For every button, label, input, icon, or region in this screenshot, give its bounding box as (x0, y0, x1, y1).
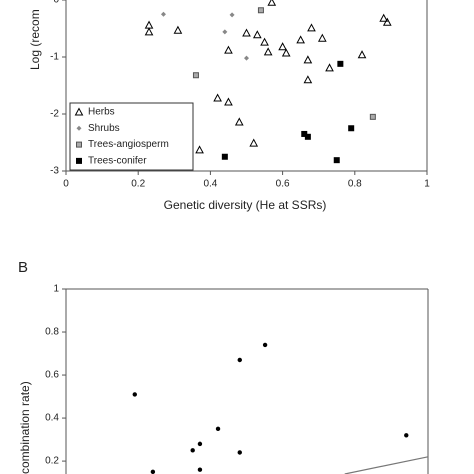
y-tick-label: 0.2 (45, 456, 59, 467)
y-tick-label: -1 (50, 52, 59, 63)
point (263, 47, 273, 56)
legend-label: Herbs (88, 107, 115, 118)
point (281, 48, 291, 57)
x-tick-label: 1 (424, 179, 430, 190)
point (242, 28, 251, 37)
legend-label: Trees-conifer (88, 156, 147, 167)
legend-marker (76, 141, 82, 148)
point (317, 33, 327, 42)
point (195, 145, 204, 154)
point (337, 60, 344, 67)
legend-marker (76, 125, 82, 131)
point (357, 50, 367, 59)
point (132, 392, 137, 397)
x-tick-label: 0.6 (276, 179, 290, 190)
point (144, 27, 154, 36)
y-tick-label: 0.8 (45, 327, 59, 338)
point (224, 97, 233, 106)
point (222, 29, 228, 35)
point (348, 125, 355, 132)
legend-label: Shrubs (88, 123, 120, 134)
y-tick-label: 0.4 (45, 413, 59, 424)
point (303, 55, 313, 64)
legend-marker (74, 107, 84, 116)
point (333, 157, 340, 164)
point (404, 433, 409, 438)
point (267, 0, 277, 6)
point (244, 55, 249, 61)
y-tick-label: -3 (50, 166, 59, 177)
point (296, 35, 305, 44)
point (379, 13, 389, 22)
legend (69, 102, 194, 171)
point (173, 25, 183, 34)
point (303, 75, 313, 84)
point (325, 63, 334, 72)
point (221, 153, 228, 160)
y-tick-label: 0 (53, 0, 59, 6)
point (144, 20, 154, 29)
point (307, 23, 316, 32)
point (278, 42, 287, 51)
point (304, 133, 311, 140)
y-label: combination rate) (18, 381, 32, 474)
point (215, 426, 221, 432)
point (150, 469, 156, 474)
point (237, 357, 242, 363)
panel-label: B (18, 259, 28, 276)
y-tick-label: -2 (50, 109, 59, 120)
point (382, 17, 392, 26)
point (234, 117, 244, 126)
point (257, 7, 264, 14)
y-tick-label: 0.6 (45, 370, 59, 381)
point (224, 45, 233, 54)
x-tick-label: 0 (63, 179, 69, 190)
point (237, 450, 242, 455)
point (252, 30, 262, 39)
point (249, 138, 259, 147)
point (197, 467, 203, 472)
point (160, 11, 166, 17)
y-tick-label: 1 (53, 284, 59, 295)
point (369, 113, 376, 120)
point (229, 12, 235, 18)
point (197, 441, 203, 447)
x-tick-label: 0.8 (348, 179, 362, 190)
y-label: Log (recom (28, 9, 42, 70)
point (262, 342, 268, 348)
fit-line (344, 456, 429, 474)
point (260, 37, 269, 46)
point (192, 72, 199, 79)
point (190, 448, 195, 453)
x-tick-label: 0.2 (131, 179, 145, 190)
point (213, 93, 222, 102)
legend-label: Trees-angiosperm (88, 139, 169, 150)
x-label: Genetic diversity (He at SSRs) (164, 198, 327, 212)
legend-marker (76, 157, 82, 164)
x-tick-label: 0.4 (203, 179, 217, 190)
